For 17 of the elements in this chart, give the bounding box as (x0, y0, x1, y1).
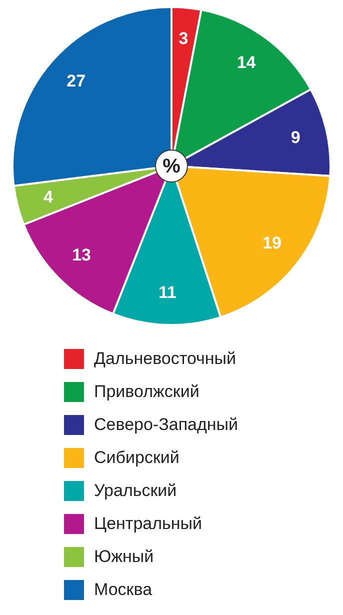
data-label: 14 (236, 52, 256, 72)
legend-label: Москва (94, 580, 152, 600)
legend-label: Северо-Западный (94, 414, 238, 434)
data-label: 27 (66, 72, 86, 91)
legend-label: Дальневосточный (94, 348, 236, 368)
legend-label: Приволжский (94, 382, 200, 402)
text: % (162, 156, 181, 178)
data-label: 9 (290, 128, 300, 147)
data-label: 13 (72, 246, 92, 265)
data-label: 19 (262, 234, 282, 253)
legend-label: Сибирский (94, 448, 180, 468)
legend-label: Южный (94, 546, 154, 566)
legend-label: Центральный (94, 514, 202, 534)
data-label: 3 (178, 29, 188, 48)
data-label: 4 (44, 187, 54, 206)
legend-label: Уральский (94, 480, 177, 500)
data-label: 11 (158, 282, 176, 302)
